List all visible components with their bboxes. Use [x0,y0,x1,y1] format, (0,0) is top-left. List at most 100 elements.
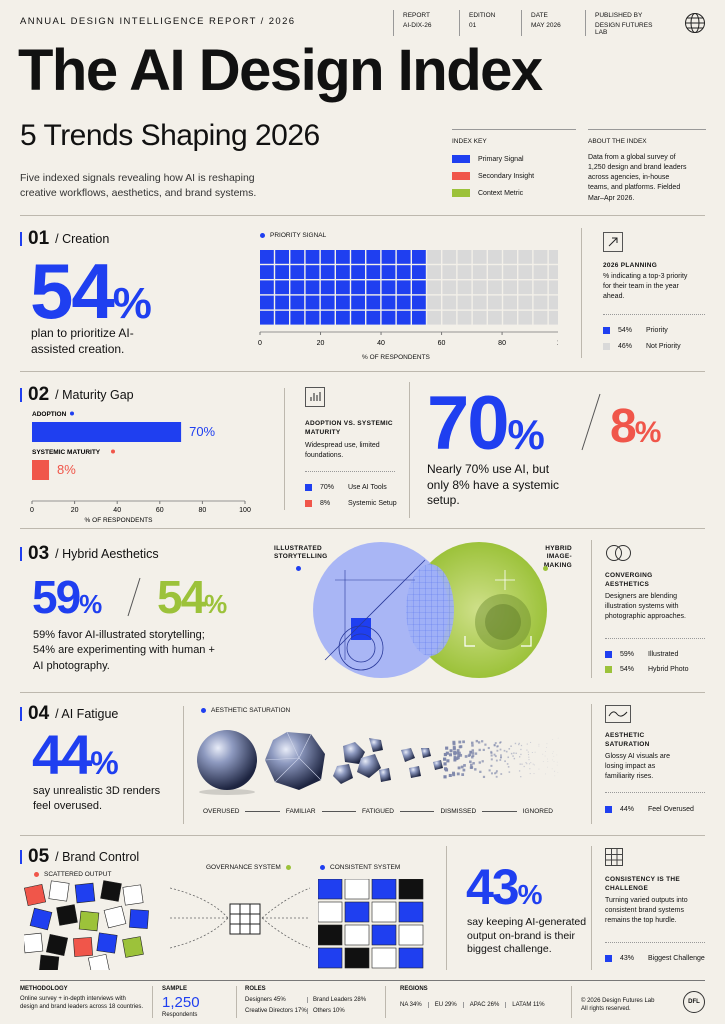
waffle-cell-not-priority [533,310,548,325]
consistent-tile [318,901,343,923]
s4-stage-row: OVERUSED FAMILIAR FATIGUED DISMISSED IGN… [203,808,553,815]
index-key: INDEX KEY Primary Signal Secondary Insig… [452,129,576,197]
bar-chart-icon [305,387,325,407]
waffle-cell-priority [351,265,365,279]
s2-legend-systemic: 8% Systemic Setup [305,500,397,507]
footer-sample: SAMPLE 1,250 Respondents [162,986,200,1018]
s2-legend-ai-tools: 70% Use AI Tools [305,484,387,491]
waffle-cell-not-priority [457,250,472,264]
page-title: The AI Design Index [18,38,543,103]
s5-legend-challenge: 43% Biggest Challenge [605,955,705,962]
bar-category-label: ADOPTION [32,411,67,418]
stage-fatigued: FATIGUED [361,808,395,815]
waffle-cell-priority [396,310,411,325]
waffle-cell-not-priority [503,280,517,295]
waffle-cell-priority [336,265,350,279]
waffle-cell-priority [275,265,289,279]
consistent-tile [318,947,343,969]
waffle-cell-priority [290,295,305,310]
section-02-header: 02/ Maturity Gap [20,384,134,406]
s1-legend-priority: 54% Priority [603,327,668,334]
waffle-cell-not-priority [503,250,517,264]
s2-bar-chart: ADOPTION 70% SYSTEMIC MATURITY 8% 0 20 40 60 80 1… [30,411,251,524]
waffle-cell-priority [320,250,335,264]
waffle-cell-not-priority [488,280,502,295]
report-overline: ANNUAL DESIGN INTELLIGENCE REPORT / 2026 [20,16,296,27]
s3-caption: 59% favor AI-illustrated storytelling; 5… [33,629,215,672]
waffle-cell-priority [275,280,289,295]
s5-governance-grid [170,887,310,949]
waffle-cell-priority [351,295,365,310]
meta-report: REPORT AI-DIX-26 [393,10,459,36]
header-meta: REPORT AI-DIX-26 EDITION 01 DATE MAY 202… [393,10,675,36]
waffle-cell-not-priority [548,250,558,264]
waffle-cell-not-priority [503,310,517,325]
waffle-cell-priority [305,250,320,264]
s3-big-stat-a: 59% [32,571,102,623]
waffle-cell-not-priority [518,250,533,264]
waffle-cell-not-priority [503,295,517,310]
s4-chart-title: AESTHETIC SATURATION [201,707,290,714]
s5-side-title: CONSISTENCY IS THE CHALLENGE [605,876,680,893]
scattered-tile [122,884,144,906]
waffle-cell-not-priority [533,265,548,279]
bar-adoption [32,422,182,442]
waffle-cell-not-priority [533,250,548,264]
consistent-tile [398,879,424,900]
consistent-tile [344,879,370,900]
arrow-up-right-icon [603,232,623,252]
consistent-tile [398,901,424,923]
scattered-tile [73,937,93,957]
waffle-cell-priority [305,295,320,310]
consistent-tile [398,924,424,946]
waffle-cell-not-priority [457,310,472,325]
consistent-tile [318,879,343,900]
waffle-tick-label: 100 [557,340,558,347]
consistent-tile [344,924,370,946]
s5-caption: say keeping AI-generated output on-brand… [467,916,587,956]
waffle-cell-priority [290,250,305,264]
key-secondary: Secondary Insight [452,172,576,180]
waffle-cell-priority [396,295,411,310]
waffle-cell-not-priority [533,280,548,295]
s1-caption: plan to prioritize AI-assisted creation. [31,326,134,356]
page-subtitle: 5 Trends Shaping 2026 [20,119,320,152]
s2-side-title: ADOPTION VS. SYSTEMIC MATURITY [305,420,393,437]
s2-big-stat-b: 8% [610,400,661,453]
waffle-cell-priority [260,250,274,264]
bar-category-label: SYSTEMIC MATURITY [32,449,101,456]
slash-divider [127,577,141,617]
section-04-header: 04/ AI Fatigue [20,703,118,725]
waffle-cell-priority [366,280,381,295]
dfl-logo: DFL [683,991,705,1013]
s1-legend-not-priority: 46% Not Priority [603,343,681,350]
meta-edition: EDITION 01 [459,10,521,36]
waffle-cell-not-priority [442,295,457,310]
bar-tick-label: 0 [30,507,34,514]
s3-label-left: ILLUSTRATED STORYTELLING [274,545,328,561]
waffle-cell-priority [260,295,274,310]
waffle-cell-priority [260,280,274,295]
waffle-cell-not-priority [442,310,457,325]
waffle-cell-priority [366,265,381,279]
waffle-cell-priority [275,250,289,264]
waffle-cell-priority [336,280,350,295]
waffle-cell-priority [320,310,335,325]
scattered-tile [29,907,53,931]
s5-scattered-label: SCATTERED OUTPUT [34,871,111,878]
waffle-cell-priority [336,310,350,325]
s1-side-text: % indicating a top-3 priority for their … [603,273,688,301]
waffle-cell-not-priority [548,310,558,325]
s3-label-right-dot [543,566,548,571]
waffle-cell-not-priority [548,280,558,295]
stage-familiar: FAMILIAR [285,808,316,815]
waffle-cell-priority [396,280,411,295]
s3-big-stat-b: 54% [157,571,227,623]
waffle-cell-priority [396,265,411,279]
s5-consistent-grid [318,879,424,969]
section-05-header: 05/ Brand Control [20,846,139,868]
overlap-circles-icon [606,545,631,561]
s4-legend-overused: 44% Feel Overused [605,806,694,813]
s5-side-text: Turning varied outputs into consistent b… [605,897,688,925]
waffle-cell-not-priority [548,295,558,310]
